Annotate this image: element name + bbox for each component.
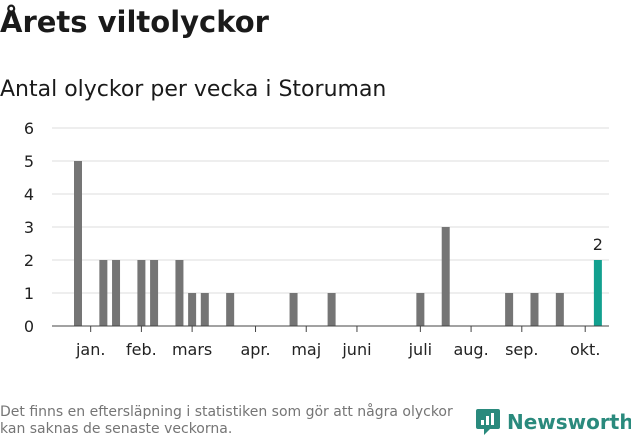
bar bbox=[327, 293, 336, 326]
x-tick-label: jan. bbox=[75, 340, 105, 359]
newsworthy-logo-icon bbox=[476, 409, 500, 435]
bar bbox=[555, 293, 564, 326]
bar bbox=[226, 293, 235, 326]
bar bbox=[200, 293, 209, 326]
x-tick-label: juni bbox=[341, 340, 371, 359]
x-tick-label: apr. bbox=[240, 340, 270, 359]
chart-subtitle: Antal olyckor per vecka i Storuman bbox=[0, 77, 387, 102]
bar-highlight bbox=[593, 260, 602, 326]
y-tick-label: 5 bbox=[24, 152, 34, 171]
brand-logo[interactable]: Newsworthy bbox=[475, 408, 631, 436]
y-tick-label: 4 bbox=[24, 185, 34, 204]
bar-chart: 0 1 2 3 4 5 6 2 jan. feb. mars apr. maj juni juli aug. s… bbox=[24, 119, 609, 359]
bar bbox=[289, 293, 298, 326]
y-tick-label: 3 bbox=[24, 218, 34, 237]
x-tick-label: juli bbox=[408, 340, 432, 359]
bar bbox=[112, 260, 121, 326]
bar bbox=[188, 293, 197, 326]
footnote: Det finns en eftersläpning i statistiken… bbox=[0, 404, 453, 437]
bar bbox=[137, 260, 146, 326]
bar bbox=[74, 161, 82, 326]
bar bbox=[99, 260, 108, 326]
bar bbox=[416, 293, 425, 326]
y-tick-label: 1 bbox=[24, 284, 34, 303]
bar bbox=[150, 260, 159, 326]
brand-name: Newsworthy bbox=[507, 410, 631, 434]
x-tick-label: aug. bbox=[453, 340, 488, 359]
bar bbox=[441, 227, 450, 326]
bar bbox=[175, 260, 184, 326]
x-tick-label: feb. bbox=[126, 340, 157, 359]
y-tick-label: 6 bbox=[24, 119, 34, 138]
y-tick-label: 0 bbox=[24, 317, 34, 336]
data-label: 2 bbox=[593, 235, 603, 254]
x-tick-label: mars bbox=[172, 340, 212, 359]
bar bbox=[530, 293, 539, 326]
bar bbox=[505, 293, 514, 326]
x-tick-label: maj bbox=[291, 340, 321, 359]
chart-title: Årets viltolyckor bbox=[0, 5, 269, 39]
x-tick-label: sep. bbox=[505, 340, 538, 359]
y-tick-label: 2 bbox=[24, 251, 34, 270]
x-tick-label: okt. bbox=[570, 340, 600, 359]
